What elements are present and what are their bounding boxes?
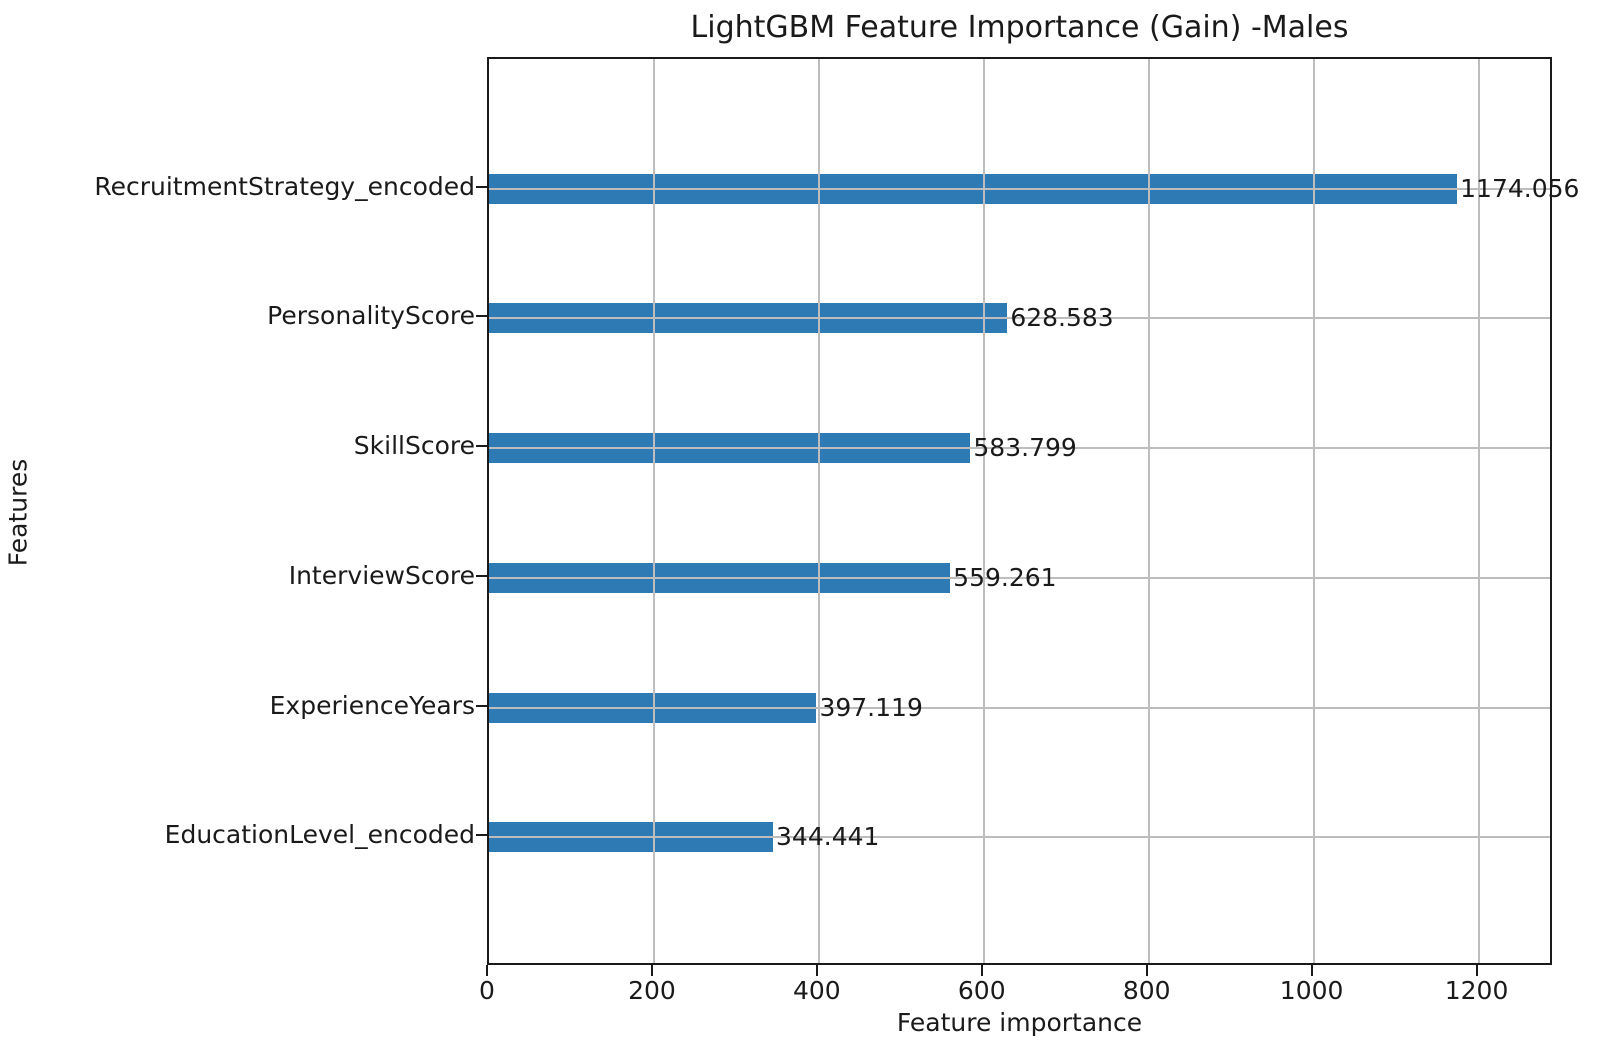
gridline-vertical: [1312, 59, 1315, 963]
x-tick-mark: [486, 965, 488, 976]
gridline-vertical: [1147, 59, 1150, 963]
y-axis-label: Features: [3, 458, 33, 567]
gridline-vertical: [817, 59, 820, 963]
x-tick-label: 1000: [1279, 976, 1344, 1005]
x-tick-label: 0: [479, 976, 495, 1005]
bar-value-label: 344.441: [776, 822, 880, 852]
x-tick-mark: [650, 965, 653, 976]
plot-area: 1174.056 628.583 583.799 559.261 397.119 344.…: [487, 57, 1579, 965]
gridline-vertical: [982, 59, 985, 963]
bar-value-label: 559.261: [953, 562, 1057, 592]
bar-value-label: 583.799: [973, 433, 1077, 463]
gridline-horizontal: [489, 576, 1550, 579]
gridline-horizontal: [489, 836, 1550, 839]
gridline-horizontal: [489, 317, 1550, 320]
x-tick-label: 400: [792, 976, 841, 1005]
x-tick-label: 1200: [1444, 976, 1509, 1005]
y-tick-mark: [476, 704, 487, 707]
y-tick-mark: [476, 185, 487, 188]
y-tick-label: SkillScore: [353, 431, 475, 461]
bar-value-label: 1174.056: [1460, 173, 1580, 203]
x-tick-mark: [1145, 965, 1148, 976]
chart-title: LightGBM Feature Importance (Gain) -Male…: [690, 10, 1349, 45]
x-tick-label: 600: [957, 976, 1006, 1005]
y-tick-mark: [476, 574, 487, 577]
gridline-horizontal: [489, 187, 1550, 190]
x-tick-mark: [815, 965, 818, 976]
y-tick-mark: [476, 445, 487, 448]
x-tick-label: 800: [1122, 976, 1171, 1005]
x-tick-mark: [980, 965, 983, 976]
y-tick-label: InterviewScore: [288, 560, 475, 590]
y-tick-label: EducationLevel_encoded: [164, 820, 475, 850]
gridline-vertical: [652, 59, 655, 963]
x-tick-label: 200: [628, 976, 676, 1005]
x-tick-mark: [1475, 965, 1478, 976]
gridline-vertical: [1477, 59, 1480, 963]
y-tick-label: PersonalityScore: [267, 301, 475, 331]
bar-value-label: 628.583: [1010, 303, 1114, 333]
gridline-horizontal: [489, 706, 1550, 709]
y-tick-mark: [476, 315, 487, 318]
y-tick-mark: [476, 834, 487, 837]
y-tick-label: RecruitmentStrategy_encoded: [94, 171, 475, 201]
bar-value-label: 397.119: [819, 692, 923, 722]
x-axis-label: Feature importance: [896, 1008, 1143, 1037]
x-tick-mark: [1310, 965, 1313, 976]
y-tick-label: ExperienceYears: [269, 690, 475, 720]
gridline-horizontal: [489, 447, 1550, 450]
